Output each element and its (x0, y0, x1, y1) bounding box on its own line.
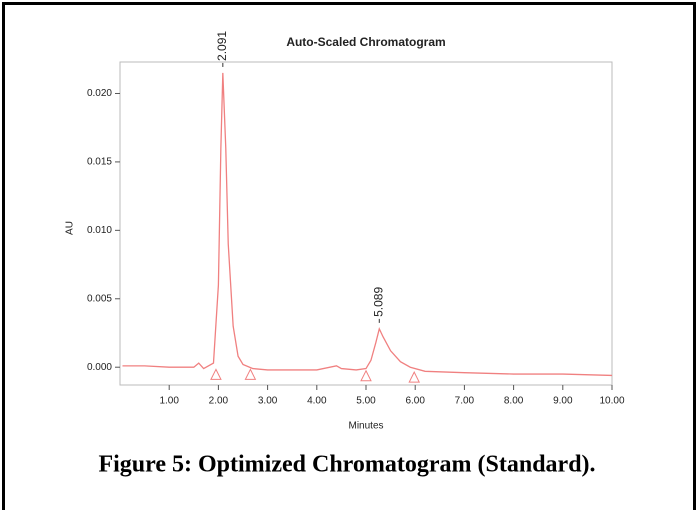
chart-title: Auto-Scaled Chromatogram (286, 35, 445, 49)
chromatogram-trace (122, 72, 613, 377)
x-tick-label: 5.00 (356, 396, 376, 407)
peak-label: 5.089 (371, 287, 385, 317)
x-tick-label: 8.00 (504, 396, 524, 407)
integration-mark (408, 371, 421, 383)
y-tick-label: 0.020 (87, 88, 112, 99)
x-tick-label: 7.00 (455, 396, 475, 407)
x-tick-label: 6.00 (405, 396, 425, 407)
y-tick-label: 0.015 (87, 157, 112, 168)
y-tick-label: 0.005 (87, 293, 112, 304)
plot-frame (119, 61, 613, 386)
y-tick-label: 0.010 (87, 225, 112, 236)
x-tick-label: 10.00 (599, 396, 624, 407)
integration-mark (360, 369, 372, 382)
x-axis-label: Minutes (348, 421, 383, 432)
figure-caption: Figure 5: Optimized Chromatogram (Standa… (98, 452, 595, 478)
y-tick-label: 0.000 (87, 362, 112, 373)
x-tick-label: 1.00 (159, 396, 179, 407)
x-tick-label: 3.00 (258, 396, 278, 407)
x-tick-label: 2.00 (209, 396, 229, 407)
y-axis-label: AU (65, 221, 76, 235)
peak-label: 2.091 (215, 31, 229, 61)
integration-mark (210, 368, 222, 380)
integration-mark (244, 368, 257, 380)
x-tick-label: 9.00 (553, 396, 573, 407)
x-tick-label: 4.00 (307, 396, 327, 407)
